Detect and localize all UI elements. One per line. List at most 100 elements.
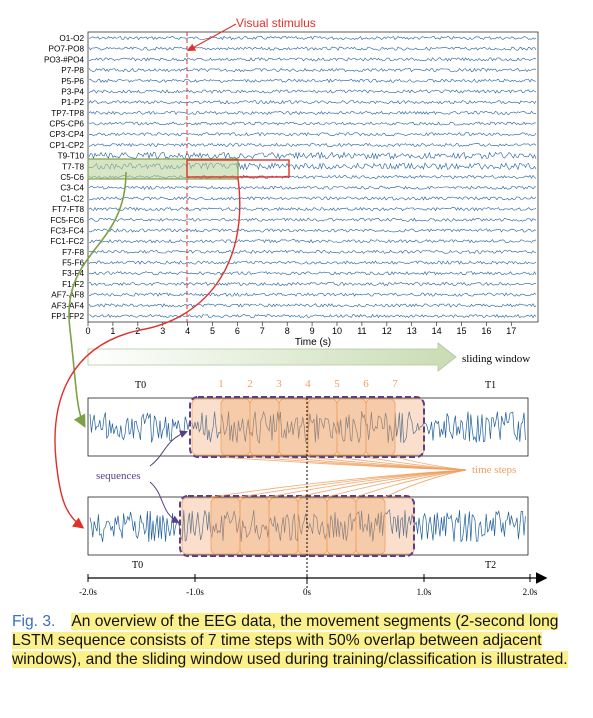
eeg-x-tick-label: 11 xyxy=(357,326,366,336)
timeline-tick-label: -2.0s xyxy=(79,587,97,597)
eeg-trace-cp5-cp6 xyxy=(88,121,537,126)
eeg-x-tick-label: 4 xyxy=(185,326,190,336)
eeg-x-tick-label: 5 xyxy=(210,326,215,336)
eeg-x-tick-label: 16 xyxy=(481,326,491,336)
eeg-channel-label: FC3-FC4 xyxy=(50,226,84,235)
time-step-number: 3 xyxy=(276,378,282,390)
stimulus-arrow xyxy=(187,23,237,51)
sliding-window-arrow xyxy=(87,342,457,372)
red-connector-arrow xyxy=(54,177,241,529)
top-right-label: T1 xyxy=(485,380,496,391)
figure-label: Fig. 3. xyxy=(12,613,56,630)
figure-caption: Fig. 3. An overview of the EEG data, the … xyxy=(12,612,590,669)
eeg-trace-t9-t10 xyxy=(88,151,537,160)
bottom-right-label: T2 xyxy=(485,560,496,571)
red-window-highlight xyxy=(186,159,290,178)
timeline-tick-label: -1.0s xyxy=(186,587,204,597)
eeg-trace-fc5-fc6 xyxy=(88,217,537,222)
eeg-trace-af3-af4 xyxy=(88,303,537,308)
top-left-label: T0 xyxy=(135,380,146,391)
eeg-x-tick-label: 13 xyxy=(407,326,417,336)
eeg-x-tick-label: 12 xyxy=(382,326,392,336)
timeline-ticks: -2.0s -1.0s 0s 1.0s 2.0s xyxy=(79,574,538,597)
eeg-x-tick-label: 1 xyxy=(110,326,115,336)
eeg-x-tick-label: 17 xyxy=(506,326,516,336)
green-connector-arrow xyxy=(68,171,127,428)
time-step-number: 7 xyxy=(392,378,398,390)
timeline-tick-label: 2.0s xyxy=(523,587,538,597)
eeg-channel-label: C3-C4 xyxy=(60,184,84,193)
time-step-number: 6 xyxy=(363,378,369,390)
eeg-x-axis-label: Time (s) xyxy=(295,337,331,348)
bottom-sequence-box xyxy=(179,495,415,557)
time-step-number: 5 xyxy=(334,378,340,390)
top-sequence-box xyxy=(189,396,425,458)
timeline-tick-label: 0s xyxy=(303,587,312,597)
time-step-number: 4 xyxy=(305,378,311,390)
eeg-trace-p7-p8 xyxy=(88,67,537,73)
fan-line-bottom xyxy=(297,469,467,498)
eeg-trace-fc1-fc2 xyxy=(88,239,537,244)
eeg-trace-cp3-cp4 xyxy=(88,132,537,137)
bottom-time-step-windows xyxy=(181,497,415,555)
eeg-trace-po7-po8 xyxy=(88,46,537,51)
eeg-x-tick-label: 8 xyxy=(285,326,290,336)
fan-line-bottom xyxy=(326,469,467,498)
eeg-channel-label: F7-F8 xyxy=(62,248,84,257)
eeg-trace-tp7-tp8 xyxy=(88,110,537,115)
eeg-channel-label: CP3-CP4 xyxy=(49,130,84,139)
eeg-channel-label: TP7-TP8 xyxy=(51,109,84,118)
eeg-x-tick-label: 14 xyxy=(432,326,442,336)
eeg-channel-label: CP5-CP6 xyxy=(49,120,84,129)
eeg-channel-label: C5-C6 xyxy=(60,173,84,182)
timeline-tick-label: 1.0s xyxy=(417,587,432,597)
eeg-x-ticks: 0 1 2 3 4 5 6 7 8 9 10 11 12 13 14 15 16 17 xyxy=(85,322,516,336)
eeg-trace-c1-c2 xyxy=(88,196,537,201)
eeg-trace-p3-p4 xyxy=(88,89,537,94)
top-time-step-windows xyxy=(191,398,425,456)
eeg-channel-label: AF3-AF4 xyxy=(51,301,84,310)
eeg-x-tick-label: 3 xyxy=(160,326,165,336)
eeg-trace-c3-c4 xyxy=(88,185,537,190)
eeg-channel-label: P5-P6 xyxy=(61,77,84,86)
eeg-trace-po3-po4 xyxy=(89,57,537,62)
eeg-channel-label: O1-O2 xyxy=(59,34,84,43)
eeg-x-tick-label: 10 xyxy=(332,326,342,336)
time-step-number: 2 xyxy=(247,378,253,390)
eeg-channel-label: P1-P2 xyxy=(61,98,84,107)
eeg-channel-label: FP1-FP2 xyxy=(51,312,84,321)
eeg-channel-label: P7-P8 xyxy=(61,66,84,75)
time-step-number: 1 xyxy=(218,378,224,390)
eeg-trace-f1-f2 xyxy=(88,281,537,287)
eeg-x-tick-label: 15 xyxy=(456,326,466,336)
eeg-channel-label: T7-T8 xyxy=(62,162,84,171)
eeg-trace-f5-f6 xyxy=(88,260,537,265)
eeg-trace-o1-o2 xyxy=(88,35,537,41)
eeg-channel-label: F3-F4 xyxy=(62,269,84,278)
eeg-trace-af7-af8 xyxy=(88,292,537,297)
sequences-label: sequences xyxy=(96,470,141,482)
eeg-channel-label: F5-F6 xyxy=(62,259,84,268)
green-window-highlight xyxy=(87,158,239,180)
eeg-trace-p1-p2 xyxy=(88,100,537,105)
bottom-left-label: T0 xyxy=(132,560,143,571)
bottom-trace-line xyxy=(89,509,526,543)
eeg-trace-fc3-fc4 xyxy=(88,228,537,233)
eeg-channel-label: FC5-FC6 xyxy=(50,216,84,225)
fan-line-bottom xyxy=(384,469,467,498)
eeg-channel-label: PO7-PO8 xyxy=(49,45,85,54)
stimulus-label: Visual stimulus xyxy=(236,16,316,30)
fan-line-top xyxy=(394,456,467,471)
bottom-signal-trace xyxy=(89,509,526,543)
eeg-channel-label: PO3-#PO4 xyxy=(44,55,84,64)
sequences-arrow-bottom xyxy=(149,481,180,523)
eeg-trace-f7-f8 xyxy=(88,249,537,254)
eeg-channel-label: FC1-FC2 xyxy=(50,237,84,246)
eeg-trace-f3-f4 xyxy=(88,271,537,276)
caption-text: An overview of the EEG data, the movemen… xyxy=(12,613,568,668)
sequences-arrow-top xyxy=(149,430,188,467)
eeg-channel-label: T9-T10 xyxy=(58,152,85,161)
eeg-x-tick-label: 0 xyxy=(85,326,90,336)
